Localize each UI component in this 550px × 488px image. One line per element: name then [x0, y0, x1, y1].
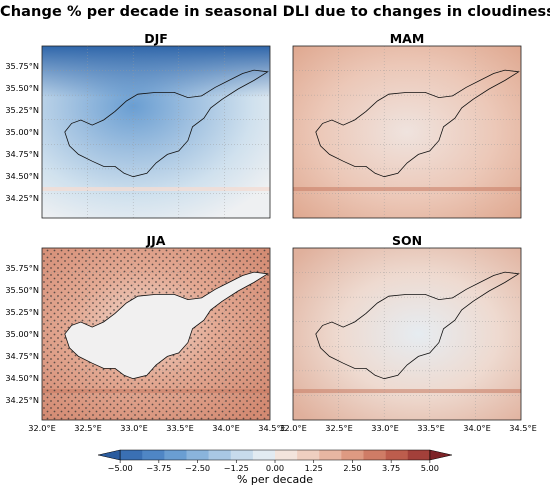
latitude-tick-label: 35.50°N	[5, 285, 39, 295]
colorbar-label: % per decade	[236, 473, 313, 486]
cyprus-coastline	[315, 271, 520, 380]
panel-frame	[41, 247, 271, 421]
colorbar-swatch	[230, 450, 254, 460]
longitude-tick-label: 33.0°E	[371, 423, 399, 433]
colorbar	[97, 449, 453, 463]
latitude-tick-label: 35.75°N	[5, 263, 39, 273]
latitude-tick-label: 35.25°N	[5, 105, 39, 115]
colorbar-swatch	[385, 450, 409, 460]
latitude-tick-label: 34.25°N	[5, 395, 39, 405]
artifact-band	[42, 187, 270, 192]
latitude-tick-label: 34.50°N	[5, 373, 39, 383]
latitude-tick-label: 34.75°N	[5, 351, 39, 361]
longitude-tick-label: 32.0°E	[28, 423, 56, 433]
map-field	[293, 46, 521, 218]
colorbar-swatch	[275, 450, 298, 460]
figure-title: Change % per decade in seasonal DLI due …	[0, 4, 550, 20]
panel-jja	[41, 247, 271, 421]
longitude-tick-label: 33.5°E	[417, 423, 445, 433]
longitude-tick-label: 32.5°E	[325, 423, 353, 433]
colorbar-tick-label: 0.00	[265, 463, 285, 473]
map-panels	[41, 45, 522, 421]
longitude-tick-label: 32.5°E	[74, 423, 102, 433]
latitude-tick-label: 35.00°N	[5, 127, 39, 137]
panel-djf	[41, 45, 271, 219]
colorbar-tick-label: 1.25	[304, 463, 323, 473]
artifact-band	[293, 389, 521, 394]
longitude-tick-label: 33.0°E	[120, 423, 148, 433]
colorbar-tick-label: −2.50	[185, 463, 211, 473]
panel-frame	[292, 45, 522, 219]
latitude-tick-label: 34.50°N	[5, 171, 39, 181]
latitude-tick-label: 35.50°N	[5, 83, 39, 93]
cyprus-coastline	[315, 69, 520, 178]
latitude-tick-label: 35.75°N	[5, 61, 39, 71]
latitude-tick-label: 35.25°N	[5, 307, 39, 317]
latitude-tick-label: 34.25°N	[5, 193, 39, 203]
colorbar-swatch	[297, 450, 320, 460]
colorbar-tick-label: −3.75	[146, 463, 172, 473]
cyprus-coastline	[64, 271, 269, 380]
colorbar-extend-low	[97, 449, 121, 461]
colorbar-swatch	[164, 450, 187, 460]
longitude-tick-label: 34.0°E	[463, 423, 491, 433]
colorbar-swatch	[319, 450, 342, 460]
panel-frame	[292, 247, 522, 421]
colorbar-swatch	[363, 450, 386, 460]
colorbar-tick-label: −1.25	[223, 463, 249, 473]
panel-mam	[292, 45, 522, 219]
colorbar-extend-high	[429, 449, 453, 461]
field-band	[42, 46, 270, 98]
panel-frame	[41, 45, 271, 219]
longitude-tick-label: 33.5°E	[166, 423, 194, 433]
colorbar-swatch	[120, 450, 143, 460]
panel-title: MAM	[389, 31, 425, 46]
longitude-tick-label: 34.5°E	[509, 423, 537, 433]
panel-title: JJA	[146, 233, 166, 248]
longitude-tick-label: 32.0°E	[279, 423, 307, 433]
colorbar-swatch	[407, 450, 431, 460]
artifact-band	[293, 187, 521, 192]
colorbar-swatch	[252, 450, 276, 460]
colorbar-swatch	[142, 450, 165, 460]
colorbar-swatch	[208, 450, 232, 460]
panel-title: SON	[391, 233, 423, 248]
colorbar-swatch	[186, 450, 209, 460]
map-field	[293, 248, 521, 420]
cyprus-coastline	[64, 69, 269, 178]
panel-son	[292, 247, 522, 421]
latitude-tick-label: 35.00°N	[5, 329, 39, 339]
colorbar-swatch	[341, 450, 364, 460]
longitude-tick-label: 34.0°E	[212, 423, 240, 433]
colorbar-tick-label: −5.00	[107, 463, 133, 473]
colorbar-tick-label: 5.00	[420, 463, 439, 473]
colorbar-tick-label: 3.75	[382, 463, 401, 473]
latitude-tick-label: 34.75°N	[5, 149, 39, 159]
panel-title: DJF	[144, 31, 168, 46]
colorbar-tick-label: 2.50	[343, 463, 362, 473]
longitude-tick-label: 34.5°E	[258, 423, 286, 433]
